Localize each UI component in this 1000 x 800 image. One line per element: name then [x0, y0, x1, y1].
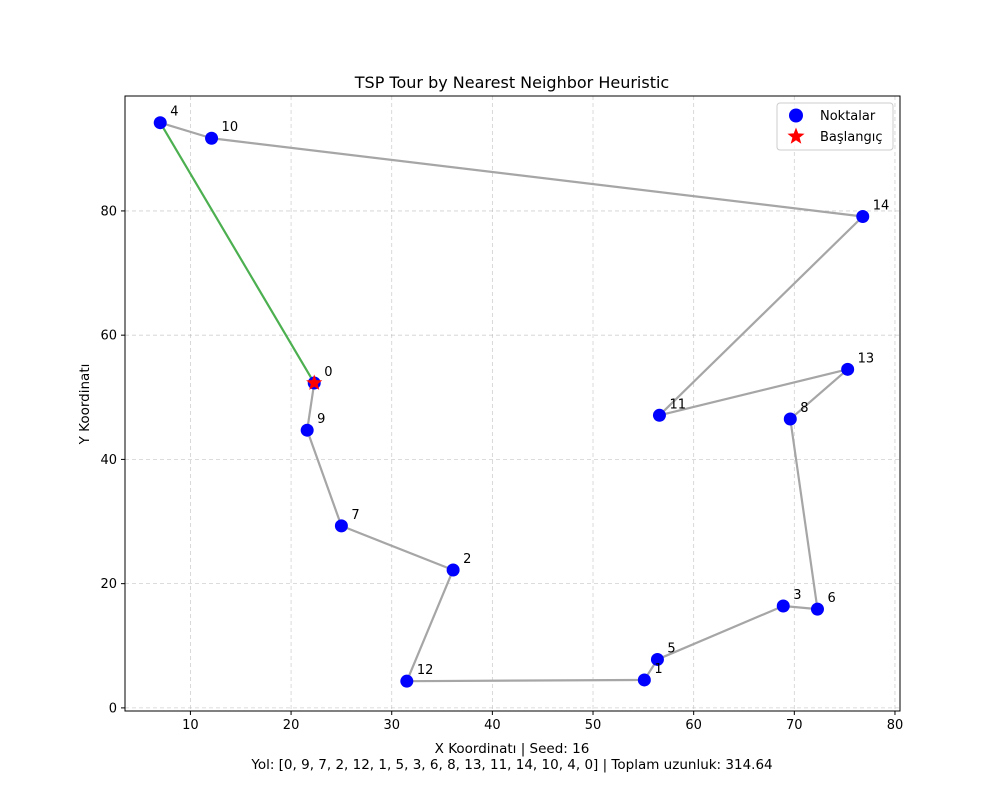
tour-edge — [340, 524, 455, 572]
x-tick-label: 20 — [283, 718, 300, 733]
tour-edge — [658, 368, 849, 417]
x-tick-label: 60 — [685, 718, 702, 733]
point-marker — [776, 599, 790, 613]
x-tick-label: 40 — [484, 718, 501, 733]
point-label: 1 — [654, 662, 662, 677]
point-label: 6 — [827, 591, 835, 606]
legend-start-label: Başlangıç — [820, 130, 883, 145]
point-label: 12 — [417, 663, 434, 678]
point-label: 2 — [463, 552, 471, 567]
point-marker — [856, 210, 870, 224]
legend-start-marker — [787, 127, 805, 144]
grid — [125, 96, 900, 711]
point-label: 11 — [669, 397, 686, 412]
point-label: 0 — [324, 365, 332, 380]
point-marker — [652, 408, 666, 422]
legend: Noktalar Başlangıç — [776, 102, 894, 151]
chart-footer: Yol: [0, 9, 7, 2, 12, 1, 5, 3, 6, 8, 13,… — [250, 757, 772, 773]
y-tick-label: 20 — [100, 577, 117, 592]
y-tick-label: 60 — [100, 329, 117, 344]
x-tick-label: 70 — [786, 718, 803, 733]
y-tick-label: 80 — [100, 204, 117, 219]
point-label: 8 — [800, 401, 808, 416]
point-marker — [841, 362, 855, 376]
tour-points — [153, 116, 870, 688]
point-marker — [650, 652, 664, 666]
tour-edge — [656, 604, 785, 661]
point-marker — [300, 423, 314, 437]
tour-edge — [210, 137, 864, 218]
x-tick-label: 30 — [383, 718, 400, 733]
y-tick-label: 40 — [100, 453, 117, 468]
point-marker — [810, 602, 824, 616]
point-label: 5 — [667, 641, 675, 656]
tour-edge — [405, 678, 646, 683]
tour-edge — [159, 121, 213, 140]
legend-points-label: Noktalar — [820, 109, 876, 124]
tour-edges — [159, 121, 864, 683]
legend-points-marker — [789, 108, 803, 123]
legend-box — [776, 102, 894, 151]
point-marker — [205, 131, 219, 145]
chart-title: TSP Tour by Nearest Neighbor Heuristic — [354, 73, 669, 92]
tour-edge — [306, 429, 343, 527]
plot-frame — [124, 95, 901, 712]
point-marker — [783, 412, 797, 426]
point-label: 3 — [793, 588, 801, 603]
point-marker — [334, 519, 348, 533]
closing-edge — [159, 121, 316, 385]
x-tick-label: 50 — [585, 718, 602, 733]
tour-edge — [658, 215, 864, 417]
tour-edge — [789, 368, 849, 421]
y-tick-label: 0 — [109, 701, 117, 716]
point-marker — [637, 673, 651, 687]
x-tick-label: 10 — [182, 718, 199, 733]
tour-edge — [405, 568, 455, 683]
point-label: 9 — [317, 412, 325, 427]
point-label: 4 — [170, 105, 178, 120]
point-label: 14 — [873, 199, 890, 214]
y-axis-label: Y Koordinatı — [77, 364, 93, 446]
tour-edge — [789, 417, 819, 611]
point-marker — [153, 116, 167, 130]
point-label: 10 — [222, 120, 239, 135]
point-marker — [400, 674, 414, 688]
point-marker — [446, 563, 460, 577]
x-axis-label: X Koordinatı | Seed: 16 — [435, 741, 590, 757]
tour-edge — [306, 381, 316, 432]
start-marker — [306, 374, 323, 390]
point-label: 7 — [351, 508, 359, 523]
point-label: 13 — [858, 351, 875, 366]
x-tick-label: 80 — [887, 718, 904, 733]
